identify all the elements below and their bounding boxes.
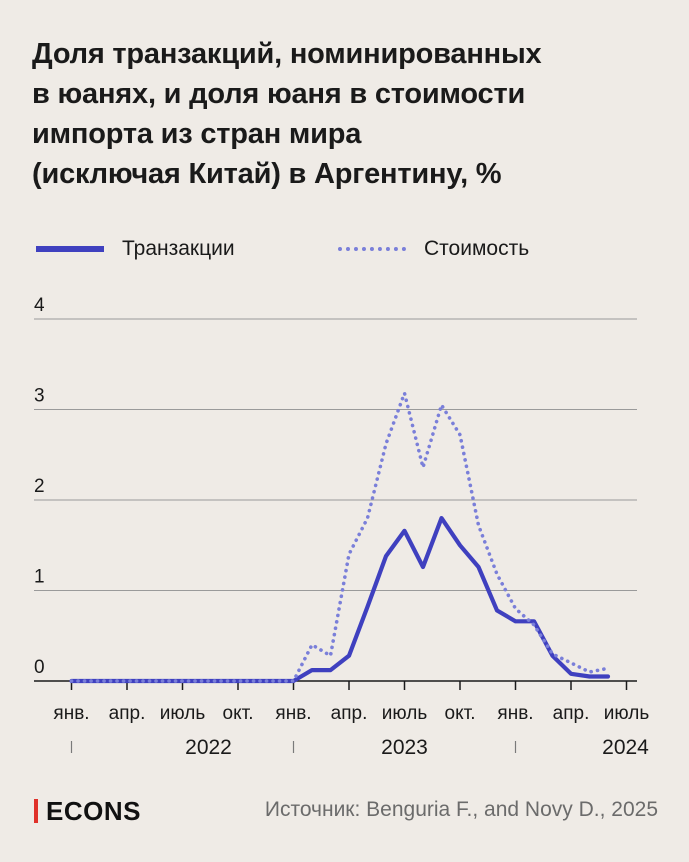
x-tick-label-10: июль xyxy=(604,703,650,724)
legend-label-value: Стоимость xyxy=(424,237,530,260)
legend-swatch-dotted xyxy=(338,247,406,251)
x-tick-label-4: янв. xyxy=(275,703,311,724)
legend-label-transactions: Транзакции xyxy=(122,237,235,260)
econs-logo: ECONS xyxy=(34,794,141,828)
series-line-transactions xyxy=(69,515,611,684)
chart-title: Доля транзакций, номинированных в юанях,… xyxy=(32,34,662,194)
x-tick-label-6: июль xyxy=(382,703,428,724)
year-label-2022: 2022 xyxy=(185,736,232,759)
series-line-value xyxy=(69,391,610,683)
y-tick-label-3: 3 xyxy=(34,386,45,407)
logo-text: ECONS xyxy=(46,795,141,826)
legend-item-transactions: Транзакции xyxy=(36,234,235,264)
title-line-4: (исключая Китай) в Аргентину, % xyxy=(32,158,502,190)
legend-item-value: Стоимость xyxy=(338,234,529,264)
footer: ECONS Источник: Benguria F., and Novy D.… xyxy=(34,794,658,828)
year-label-2023: 2023 xyxy=(381,736,428,759)
logo-accent-bar xyxy=(34,799,38,823)
x-tick-label-1: апр. xyxy=(109,703,146,724)
x-tick-label-8: янв. xyxy=(497,703,533,724)
x-tick-label-0: янв. xyxy=(53,703,89,724)
y-tick-label-1: 1 xyxy=(34,567,45,588)
source-note: Источник: Benguria F., and Novy D., 2025 xyxy=(264,798,658,821)
y-tick-label-0: 0 xyxy=(34,657,45,678)
year-label-2024: 2024 xyxy=(602,736,649,759)
y-tick-label-4: 4 xyxy=(34,295,45,316)
x-tick-label-9: апр. xyxy=(553,703,590,724)
legend-swatch-solid xyxy=(36,246,104,252)
title-line-1: Доля транзакций, номинированных xyxy=(32,38,542,70)
y-tick-label-2: 2 xyxy=(34,476,45,497)
x-tick-label-7: окт. xyxy=(445,703,476,724)
title-line-2: в юанях, и доля юаня в стоимости xyxy=(32,78,526,110)
title-line-3: импорта из стран мира xyxy=(32,118,362,150)
x-tick-label-5: апр. xyxy=(331,703,368,724)
chart-legend: Транзакции Стоимость xyxy=(36,234,656,264)
x-tick-label-3: окт. xyxy=(223,703,254,724)
x-tick-label-2: июль xyxy=(160,703,206,724)
